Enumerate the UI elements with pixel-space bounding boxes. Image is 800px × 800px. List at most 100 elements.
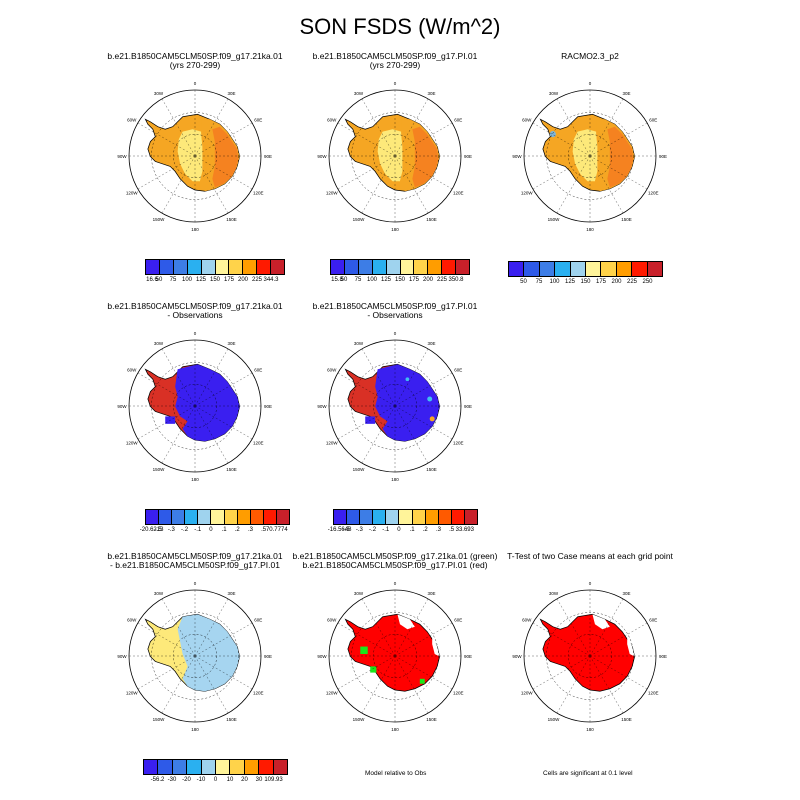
colorbar-swatch <box>334 510 348 524</box>
svg-text:150W: 150W <box>353 467 366 472</box>
svg-text:90E: 90E <box>659 154 667 159</box>
svg-text:90E: 90E <box>464 404 472 409</box>
svg-text:120W: 120W <box>521 191 534 196</box>
panel-title: RACMO2.3_p2 <box>561 51 619 61</box>
colorbar-swatch <box>173 260 188 274</box>
colorbar-swatch <box>616 262 633 276</box>
svg-text:90W: 90W <box>317 654 327 659</box>
colorbar-tick-label: 50 <box>520 279 527 285</box>
svg-text:30E: 30E <box>622 591 630 596</box>
svg-text:150W: 150W <box>548 217 561 222</box>
svg-text:90E: 90E <box>264 654 272 659</box>
colorbar-swatch <box>555 262 571 276</box>
svg-text:60W: 60W <box>127 368 137 373</box>
colorbar-swatch <box>198 510 212 524</box>
colorbar-tick-label: 100 <box>181 277 193 283</box>
colorbar-tick-label: -.1 <box>382 527 390 533</box>
svg-text:180: 180 <box>391 227 399 232</box>
colorbar-swatch <box>224 510 238 524</box>
svg-text:60W: 60W <box>127 618 137 623</box>
significance-note: Cells are significant at 0.1 level <box>543 770 633 777</box>
colorbar-swatch <box>172 510 186 524</box>
colorbar-swatch <box>172 760 188 774</box>
colorbar-swatch <box>539 262 556 276</box>
svg-text:150E: 150E <box>621 717 632 722</box>
panel-subtitle: b.e21.B1850CAM5CLM50SP.f09_g17.PI.01 (re… <box>302 560 488 570</box>
colorbar-tick-label: 75 <box>169 277 177 283</box>
svg-text:60E: 60E <box>254 118 262 123</box>
colorbar-swatch <box>201 760 217 774</box>
svg-text:0: 0 <box>589 81 592 86</box>
colorbar-tick-label: 70.7774 <box>265 527 288 533</box>
colorbar-swatch <box>400 260 415 274</box>
svg-text:0: 0 <box>194 581 197 586</box>
colorbar-swatch <box>185 510 199 524</box>
svg-text:30W: 30W <box>154 91 164 96</box>
svg-text:60W: 60W <box>127 118 137 123</box>
colorbar-tick-label: -56.2 <box>150 777 165 783</box>
colorbar-tick-label: 20 <box>241 777 248 783</box>
svg-text:30E: 30E <box>427 591 435 596</box>
svg-text:60E: 60E <box>649 618 657 623</box>
colorbar-swatch <box>586 262 602 276</box>
colorbar-swatch <box>273 760 288 774</box>
svg-text:90W: 90W <box>317 154 327 159</box>
colorbar-tick-label: -.1 <box>194 527 202 533</box>
polar-map: 0 30E 60E 90E 120E 150E 180 150W 120W 90W 60W 30W <box>317 581 472 732</box>
colorbar-tick-label: 100 <box>549 279 560 285</box>
polar-map: 0 30E 60E 90E 120E 150E 180 150W 120W 90W 60W 30W <box>512 581 667 732</box>
colorbar-tick-label: 225 <box>626 279 638 285</box>
colorbar-swatch <box>215 260 230 274</box>
polar-map: 0 30E 60E 90E 120E 150E 180 150W 120W 90W 60W 30W <box>317 81 472 232</box>
svg-text:150E: 150E <box>226 467 237 472</box>
colorbar-swatch <box>187 260 202 274</box>
colorbar-tick-label: .5 <box>261 527 267 533</box>
colorbar-tick-label: 16.6 <box>146 277 158 283</box>
colorbar-tick-label: .2 <box>422 527 428 533</box>
colorbar-swatch <box>158 760 173 774</box>
panel-title: T-Test of two Case means at each grid po… <box>507 551 673 561</box>
colorbar-swatch <box>230 760 245 774</box>
colorbar-tick-label: -10 <box>196 777 206 783</box>
svg-text:30W: 30W <box>154 591 164 596</box>
colorbar-tick-label: -16.5648 <box>327 527 352 533</box>
colorbar-swatch <box>386 510 400 524</box>
svg-text:120W: 120W <box>521 691 534 696</box>
svg-text:150W: 150W <box>153 467 166 472</box>
svg-text:150W: 150W <box>353 717 366 722</box>
colorbar-tick-label: 33.693 <box>455 527 474 533</box>
svg-text:60E: 60E <box>454 368 462 373</box>
colorbar-tick-label: 109.93 <box>264 777 283 783</box>
svg-text:120W: 120W <box>126 441 139 446</box>
svg-text:120W: 120W <box>126 191 139 196</box>
panel-21ka-minus-obs: b.e21.B1850CAM5CLM50SP.f09_g17.21ka.01- … <box>105 302 285 532</box>
colorbar-21ka-obs: -20.6213 -.5 -.3 -.2 -.1 0 .1 .2 .3 .5 70.7774 <box>140 509 290 535</box>
svg-text:90E: 90E <box>264 404 272 409</box>
colorbar-tick-label: 15.8 <box>331 277 343 283</box>
panel-title: b.e21.B1850CAM5CLM50SP.f09_g17.21ka.01 <box>107 51 283 61</box>
colorbar-tick-label: -.5 <box>342 527 350 533</box>
svg-text:30E: 30E <box>622 91 630 96</box>
svg-text:30W: 30W <box>354 91 364 96</box>
svg-text:30E: 30E <box>227 591 235 596</box>
colorbar-diff: -56.2 -30 -20 -10 0 10 20 30 109.93 <box>143 759 288 785</box>
colorbar-swatch <box>201 260 216 274</box>
colorbar-tick-label: 0 <box>209 527 213 533</box>
colorbar-tick-label: .1 <box>221 527 227 533</box>
panel-subtitle: (yrs 270-299) <box>169 60 221 70</box>
colorbar-swatch <box>524 262 540 276</box>
colorbar-swatch <box>509 262 525 276</box>
svg-text:180: 180 <box>391 477 399 482</box>
colorbar-tick-label: 30 <box>255 777 263 783</box>
svg-text:120E: 120E <box>648 191 659 196</box>
svg-text:180: 180 <box>191 477 199 482</box>
colorbar-swatch <box>360 510 374 524</box>
colorbar-tick-label: 75 <box>354 277 362 283</box>
svg-text:150E: 150E <box>226 717 237 722</box>
polar-map: 0 30E 60E 90E 120E 150E 180 150W 120W 90W 60W 30W <box>512 81 667 232</box>
colorbar-swatch <box>412 510 426 524</box>
colorbar-tick-label: 175 <box>408 277 420 283</box>
polar-map: 0 30E 60E 90E 120E 150E 180 150W 120W 90W 60W 30W <box>117 581 272 732</box>
colorbar-swatch <box>331 260 345 274</box>
colorbar-swatch <box>276 510 290 524</box>
